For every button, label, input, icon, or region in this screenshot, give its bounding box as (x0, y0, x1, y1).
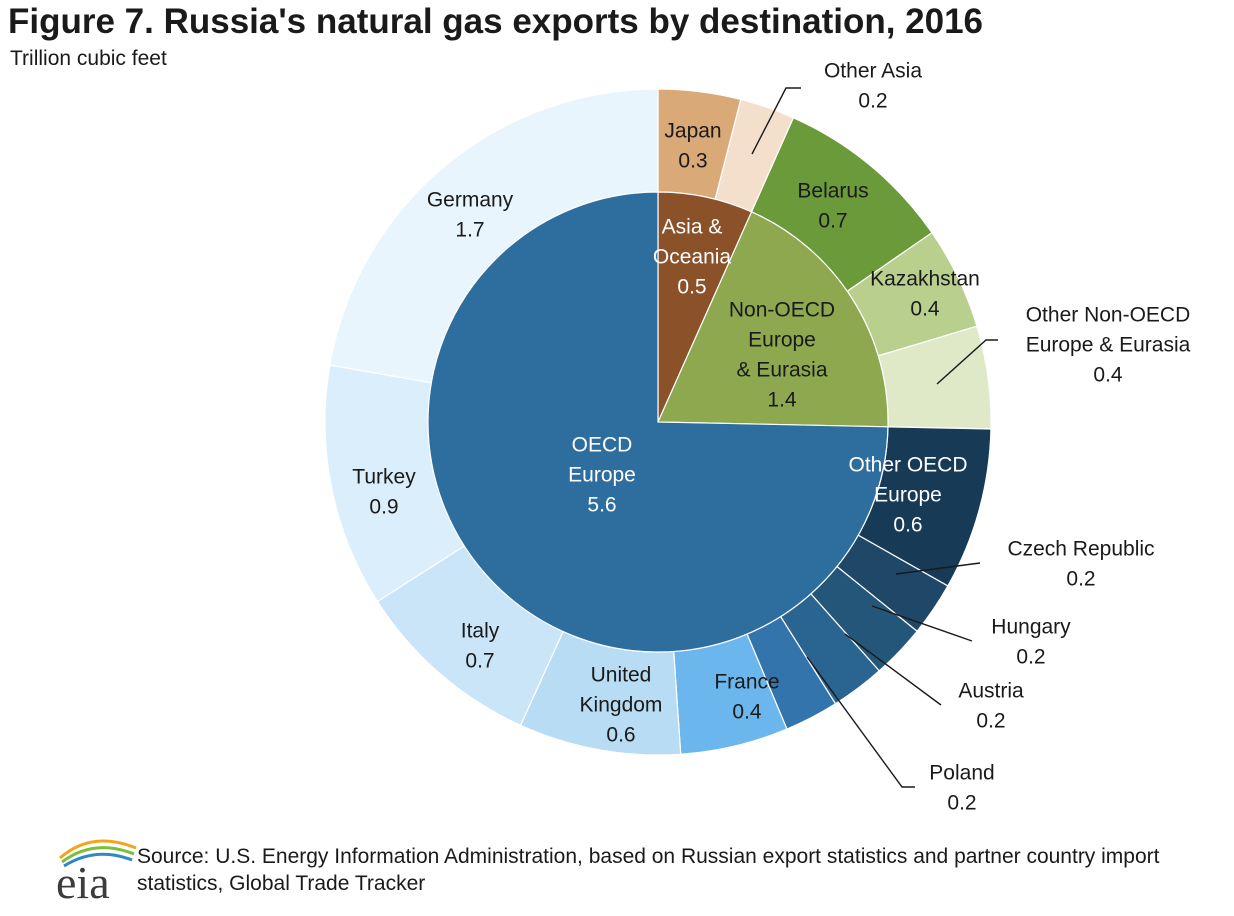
label-austria: Austria 0.2 (958, 679, 1024, 732)
leader-line-poland (806, 656, 915, 788)
outer-ring (324, 88, 992, 756)
unit-label: Trillion cubic feet (10, 47, 167, 70)
label-asia-and-oceania: Asia & Oceania 0.5 (653, 215, 732, 298)
leader-line-czech-republic (895, 562, 981, 575)
region-slice-oecd-europe (427, 191, 889, 653)
label-czech-republic: Czech Republic 0.2 (1007, 537, 1154, 590)
leader-line-other-asia (751, 87, 801, 155)
label-belarus: Belarus 0.7 (797, 179, 868, 232)
eia-logo-text: eia (56, 857, 110, 904)
region-slice-non-oecd-europe-and-eurasia (657, 211, 889, 428)
data-labels: Japan 0.3 Other Asia 0.2 Asia & Oceania 0.5 Bel… (352, 59, 1190, 814)
label-kazakhstan: Kazakhstan 0.4 (870, 267, 980, 320)
label-united-kingdom: United Kingdom 0.6 (580, 663, 663, 746)
leader-line-austria (844, 633, 942, 706)
label-hungary: Hungary 0.2 (991, 615, 1071, 668)
label-poland: Poland 0.2 (929, 761, 994, 814)
label-other-asia: Other Asia 0.2 (824, 59, 922, 112)
label-oecd-europe: OECD Europe 5.6 (568, 433, 636, 516)
label-non-oecd-europe-and-eurasia: Non-OECD Europe & Eurasia 1.4 (729, 298, 835, 411)
leader-line-other-non-oecd-europe-and-eurasia (936, 339, 998, 385)
leader-line-hungary (871, 605, 973, 642)
source-note: Source: U.S. Energy Information Administ… (137, 845, 1160, 895)
eia-logo: eia (56, 839, 137, 904)
label-germany: Germany 1.7 (427, 188, 514, 241)
chart-title: Figure 7. Russia's natural gas exports b… (8, 2, 984, 41)
label-other-oecd-europe: Other OECD Europe 0.6 (848, 453, 967, 536)
label-france: France 0.4 (714, 670, 779, 723)
label-italy: Italy 0.7 (461, 619, 500, 672)
label-turkey: Turkey 0.9 (352, 465, 416, 518)
label-other-non-oecd-europe-and-eurasia: Other Non-OECD Europe & Eurasia 0.4 (1026, 303, 1191, 386)
label-japan: Japan 0.3 (664, 119, 721, 172)
inner-ring (427, 191, 889, 653)
leader-lines (751, 87, 998, 788)
